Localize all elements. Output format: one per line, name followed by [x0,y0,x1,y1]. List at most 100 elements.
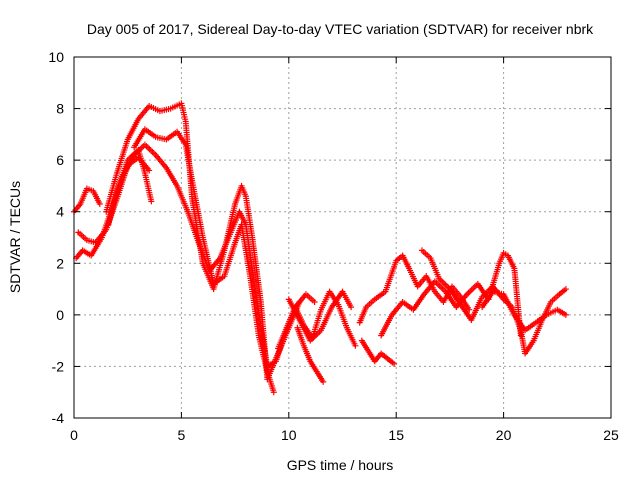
interpolated-points [239,184,248,198]
interpolated-points [523,320,538,333]
interpolated-points [243,223,255,270]
interpolated-points [114,159,130,193]
data-point [146,167,153,174]
interpolated-points [357,306,369,324]
x-tick-label: 5 [178,427,186,443]
interpolated-points [247,275,262,337]
interpolated-points [78,187,90,206]
interpolated-points [558,287,568,296]
data-point [96,200,103,207]
interpolated-points [394,253,405,263]
x-tick-label: 10 [281,427,297,443]
interpolated-points [518,329,528,355]
interpolated-points [359,339,371,353]
interpolated-points [318,306,334,332]
x-tick-label: 25 [603,427,619,443]
series-track-14 [479,288,569,334]
interpolated-points [344,326,358,347]
interpolated-points [185,210,201,244]
series-track-9 [294,324,327,385]
plot-frame [73,56,612,419]
interpolated-points [556,307,568,317]
interpolated-points [143,127,157,139]
x-tick-label: 15 [388,427,404,443]
chart-title: Day 005 of 2017, Sidereal Day-to-day VTE… [87,21,594,37]
data-point [148,198,155,205]
interpolated-points [275,326,289,350]
y-tick-label: -2 [52,358,65,374]
interpolated-points [505,254,517,270]
interpolated-points [143,143,158,157]
series-track-11 [358,337,398,367]
interpolated-points [433,279,448,294]
interpolated-points [142,172,154,203]
interpolated-points [373,289,387,302]
interpolated-points [379,351,389,361]
interpolated-points [428,257,442,280]
interpolated-points [136,156,151,172]
y-axis-label: SDTVAR / TECUs [7,181,23,293]
interpolated-points [383,259,399,293]
interpolated-points [437,277,452,291]
interpolated-points [364,297,377,309]
interpolated-points [386,356,396,366]
x-tick-label: 0 [70,427,78,443]
y-tick-label: 6 [56,152,64,168]
interpolated-points [448,287,463,306]
interpolated-points [400,254,412,270]
y-tick-label: 8 [56,101,64,117]
interpolated-points [295,326,307,347]
y-tick-label: 2 [56,255,64,271]
y-tick-label: 0 [56,307,64,323]
interpolated-points [238,223,253,278]
interpolated-points [81,248,93,258]
interpolated-points [480,290,495,309]
interpolated-points [390,300,405,317]
interpolated-points [297,318,313,342]
interpolated-points [72,202,83,214]
interpolated-points [249,236,264,303]
interpolated-points [159,106,172,114]
data-point [296,298,303,305]
interpolated-points [314,370,326,384]
interpolated-points [450,285,463,299]
interpolated-points [153,153,169,170]
interpolated-points [103,172,120,213]
interpolated-points [86,237,97,246]
x-axis-label: GPS time / hours [287,457,394,473]
interpolated-points [335,303,350,329]
interpolated-points [136,104,151,121]
interpolated-points [178,102,189,123]
interpolated-points [169,101,183,111]
data-point [320,378,327,385]
series-track-8 [285,288,355,344]
interpolated-points [308,328,323,343]
interpolated-points [183,143,195,182]
series-track-1 [73,141,318,370]
axis-ticks: 0 5 10 15 20 25 -4 -2 0 2 4 6 8 10 [48,49,619,443]
interpolated-points [126,155,140,168]
series-track-12 [378,249,524,339]
interpolated-points [523,339,536,355]
interpolated-points [86,186,95,194]
interpolated-points [74,248,85,260]
interpolated-points [534,313,548,325]
interpolated-points [212,274,226,286]
interpolated-points [77,230,89,242]
interpolated-points [91,189,102,206]
interpolated-points [286,298,302,322]
y-tick-label: 10 [48,49,64,65]
interpolated-points [148,104,161,114]
interpolated-points [497,252,506,265]
y-tick-label: 4 [56,204,64,220]
interpolated-points [264,370,277,394]
data-points [71,100,569,396]
interpolated-points [249,267,264,329]
data-point [348,304,355,311]
interpolated-points [301,344,313,363]
interpolated-points [189,197,206,265]
interpolated-points [304,292,316,304]
interpolated-points [256,334,270,373]
interpolated-points [221,203,238,252]
